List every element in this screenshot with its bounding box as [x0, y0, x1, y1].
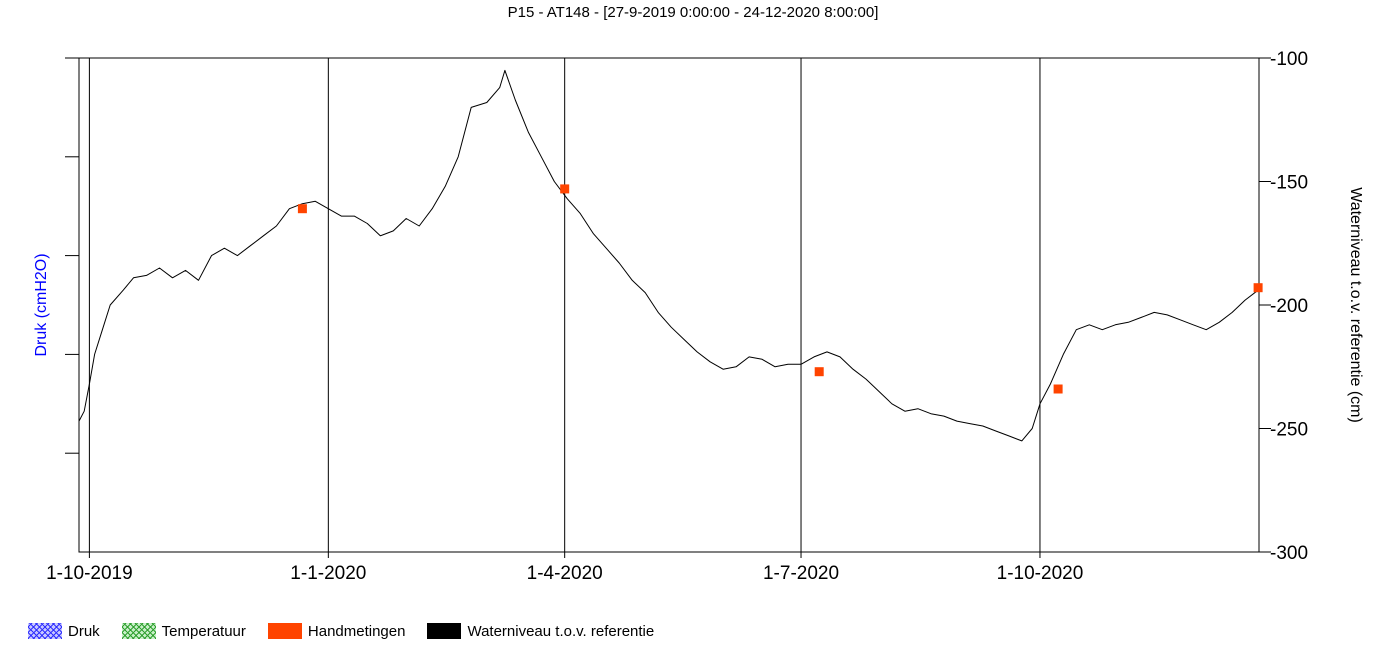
y-axis-label-right: Waterniveau t.o.v. referentie (cm)	[1347, 187, 1364, 423]
legend-swatch-handmetingen	[267, 623, 302, 639]
chart-title: P15 - AT148 - [27-9-2019 0:00:00 - 24-12…	[508, 4, 879, 21]
handmeting-point	[814, 367, 824, 377]
legend-swatch-waterniveau	[427, 623, 462, 639]
left-axis-ticks	[65, 57, 79, 454]
x-tick-label: 1-7-2020	[763, 563, 839, 584]
handmeting-point	[297, 204, 307, 214]
y-axis-label-left: Druk (cmH2O)	[33, 253, 50, 356]
legend: Druk Temperatuur Handmetingen Waternivea…	[28, 620, 676, 642]
handmeting-point	[1253, 283, 1263, 293]
legend-item-waterniveau: Waterniveau t.o.v. referentie	[427, 623, 654, 640]
series-line-waterniveau	[78, 69, 1259, 442]
legend-swatch-druk	[28, 623, 62, 639]
right-axis-tick-label: -300	[1270, 543, 1308, 564]
x-tick-label: 1-1-2020	[290, 563, 366, 584]
marker-layer	[297, 184, 1263, 394]
legend-label-waterniveau: Waterniveau t.o.v. referentie	[467, 622, 655, 640]
legend-item-temperatuur: Temperatuur	[121, 622, 246, 640]
right-axis-tick-label: -200	[1270, 296, 1308, 317]
handmeting-point	[1053, 384, 1063, 394]
legend-label-druk: Druk	[68, 622, 100, 640]
right-axis-tick-label: -100	[1270, 49, 1308, 70]
x-tick-label: 1-10-2019	[46, 563, 133, 584]
x-grid	[88, 58, 1041, 558]
right-axis-ticks: -100 -150 -200 -250 -300	[1259, 49, 1308, 564]
legend-item-handmetingen: Handmetingen	[267, 622, 406, 640]
legend-label-temperatuur: Temperatuur	[161, 622, 246, 640]
legend-swatch-temperatuur	[121, 623, 156, 639]
right-axis-tick-label: -150	[1270, 173, 1308, 194]
x-tick-label: 1-10-2020	[997, 563, 1084, 584]
right-axis-tick-label: -250	[1270, 420, 1308, 441]
plot-frame	[78, 57, 1260, 553]
x-tick-label: 1-4-2020	[527, 563, 603, 584]
series-layer	[78, 69, 1259, 442]
x-tick-labels: 1-10-2019 1-1-2020 1-4-2020 1-7-2020 1-10-20…	[46, 563, 1083, 584]
handmeting-point	[560, 184, 570, 194]
legend-item-druk: Druk	[28, 623, 100, 640]
legend-label-handmetingen: Handmetingen	[307, 622, 406, 640]
